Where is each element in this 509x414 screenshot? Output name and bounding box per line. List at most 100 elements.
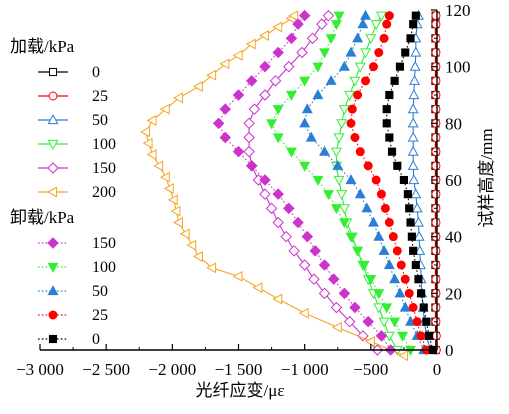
legend-marker: [49, 68, 56, 75]
legend-label: 50: [92, 283, 108, 300]
y-tick-label: 100: [445, 58, 471, 77]
x-tick-label: −1 000: [281, 360, 329, 379]
legend-item: 200: [38, 184, 116, 201]
x-tick-label: −2 000: [148, 360, 196, 379]
data-point: [214, 118, 224, 128]
data-point: [353, 34, 362, 42]
data-point: [432, 219, 440, 227]
data-point: [395, 289, 404, 297]
data-point: [400, 176, 407, 183]
data-point: [396, 63, 403, 70]
data-point: [425, 332, 432, 339]
data-point: [389, 233, 397, 241]
data-point: [410, 21, 417, 28]
data-point: [220, 104, 230, 114]
data-point: [361, 11, 370, 19]
data-point: [372, 21, 381, 29]
legend-item: 150: [38, 160, 116, 177]
legend-marker: [48, 263, 57, 271]
data-point: [409, 175, 418, 183]
legend-marker: [48, 140, 57, 148]
legend-item: 100: [38, 136, 116, 153]
legend-marker: [48, 115, 57, 123]
data-point: [423, 318, 430, 325]
data-point: [300, 11, 310, 21]
data-point: [317, 19, 327, 29]
data-point: [379, 246, 388, 254]
data-point: [385, 260, 394, 268]
x-tick-label: −500: [353, 360, 388, 379]
data-point: [374, 232, 383, 240]
data-point: [432, 275, 440, 283]
data-point: [420, 304, 427, 311]
legend-marker: [49, 335, 56, 342]
data-point: [432, 49, 440, 57]
data-point: [334, 12, 343, 20]
series-line: [219, 16, 391, 350]
data-point: [302, 232, 312, 242]
data-point: [410, 76, 419, 84]
data-point: [432, 247, 440, 255]
data-point: [386, 91, 393, 98]
data-point: [356, 148, 364, 156]
data-point: [362, 77, 370, 85]
data-point: [402, 49, 409, 56]
data-point: [340, 205, 349, 213]
data-point: [300, 309, 308, 318]
data-point: [362, 204, 371, 212]
data-point: [369, 63, 377, 71]
data-point: [300, 260, 310, 270]
data-point: [385, 219, 393, 227]
data-point: [337, 120, 346, 128]
data-point: [332, 21, 341, 29]
legend-item: 0: [38, 64, 100, 81]
legend-item: 100: [38, 259, 116, 276]
data-point: [432, 12, 440, 20]
data-point: [313, 176, 322, 184]
data-point: [234, 51, 242, 60]
data-point: [383, 120, 390, 127]
data-point: [141, 127, 149, 136]
legend-item: 25: [38, 88, 108, 105]
data-point: [260, 90, 270, 100]
y-tick-label: 0: [445, 341, 454, 360]
data-point: [409, 90, 418, 98]
series-unloading-150: [214, 11, 396, 355]
data-point: [401, 303, 410, 311]
legend-item: 150: [38, 235, 116, 252]
data-point: [418, 290, 425, 297]
data-point: [406, 205, 413, 212]
data-point: [273, 22, 281, 31]
data-point: [334, 176, 343, 184]
data-point: [293, 217, 303, 227]
data-point: [432, 190, 440, 198]
data-point: [194, 82, 202, 91]
data-point: [385, 12, 393, 20]
y-tick-label: 80: [445, 114, 462, 133]
data-point: [369, 218, 378, 226]
data-point: [393, 247, 401, 255]
data-point: [390, 318, 399, 326]
data-point: [374, 304, 383, 312]
data-point: [409, 119, 418, 127]
data-point: [267, 120, 276, 128]
data-point: [324, 191, 333, 199]
data-point: [345, 91, 354, 99]
data-point: [327, 35, 336, 43]
data-point: [187, 241, 195, 250]
data-point: [353, 247, 362, 255]
data-point: [273, 217, 283, 227]
data-point: [348, 105, 356, 113]
data-point: [249, 104, 259, 114]
data-point: [409, 161, 418, 169]
data-point: [300, 162, 309, 170]
data-point: [381, 204, 389, 212]
data-point: [379, 318, 388, 326]
y-tick-label: 120: [445, 1, 471, 20]
data-point: [399, 351, 407, 360]
data-point: [432, 20, 440, 28]
data-point: [410, 247, 417, 254]
legend-label: 0: [92, 64, 100, 81]
legend-group-title: 卸载/kPa: [10, 208, 75, 227]
